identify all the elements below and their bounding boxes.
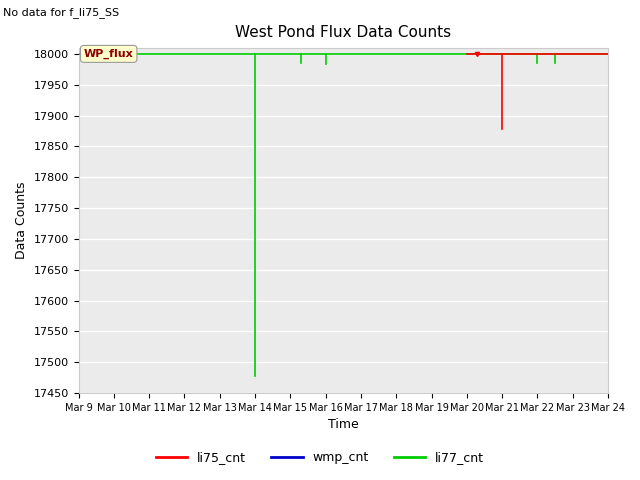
Title: West Pond Flux Data Counts: West Pond Flux Data Counts [236,24,451,39]
Text: No data for f_li75_SS: No data for f_li75_SS [3,7,119,18]
Legend: li75_cnt, wmp_cnt, li77_cnt: li75_cnt, wmp_cnt, li77_cnt [151,446,489,469]
Text: WP_flux: WP_flux [84,49,134,59]
Y-axis label: Data Counts: Data Counts [15,181,28,259]
X-axis label: Time: Time [328,419,358,432]
